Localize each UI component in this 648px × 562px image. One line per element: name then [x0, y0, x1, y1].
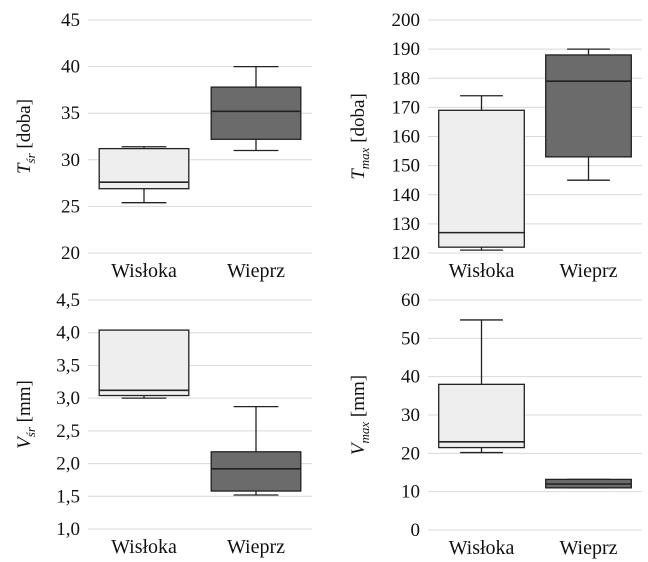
y-tick-label: 40 — [401, 367, 420, 388]
y-tick-label: 180 — [392, 68, 421, 89]
y-tick-label: 190 — [392, 39, 421, 60]
boxplot-panel-v-max: Vmax [mm] 0 10 20 30 40 50 60 Wisłoka Wieprz — [348, 290, 642, 559]
y-axis-label-symbol: V — [14, 435, 35, 449]
iqr-box — [210, 451, 302, 492]
y-tick-label: 3,0 — [56, 388, 80, 409]
y-tick-label: 2,0 — [56, 454, 80, 475]
iqr-box — [438, 109, 525, 248]
y-tick-label: 4,0 — [56, 323, 80, 344]
box-wis-oka — [98, 329, 190, 399]
boxplot-panel-t-sr: Tśr [doba] 20 25 30 35 40 45 Wisłoka Wieprz — [14, 10, 312, 282]
x-category-label: Wisłoka — [449, 260, 515, 282]
box-wis-oka — [98, 146, 190, 204]
box-wieprz — [210, 405, 302, 496]
y-tick-label: 35 — [61, 103, 80, 124]
y-axis-label-subscript: max — [357, 147, 372, 169]
y-axis-label-symbol: T — [348, 168, 369, 180]
x-category-label: Wisłoka — [111, 536, 177, 558]
y-tick-label: 200 — [392, 10, 421, 31]
box-wieprz — [210, 65, 302, 152]
iqr-box — [210, 86, 302, 140]
y-tick-label: 1,0 — [56, 519, 80, 540]
y-tick-label: 30 — [61, 150, 80, 171]
x-category-label: Wieprz — [227, 260, 285, 282]
x-category-label: Wieprz — [227, 536, 285, 558]
y-tick-label: 30 — [401, 405, 420, 426]
iqr-box — [98, 329, 190, 397]
y-tick-label: 20 — [61, 243, 80, 264]
y-axis-label-unit: [doba] — [14, 99, 35, 153]
box-wieprz — [545, 48, 632, 181]
y-tick-label: 160 — [392, 127, 421, 148]
y-tick-label: 140 — [392, 185, 421, 206]
y-tick-label: 10 — [401, 482, 420, 503]
y-axis-label-subscript: śr — [23, 152, 38, 163]
y-tick-label: 1,5 — [56, 486, 80, 507]
y-axis-label: Vśr [mm] — [14, 380, 38, 449]
x-category-label: Wisłoka — [111, 260, 177, 282]
y-tick-label: 130 — [392, 214, 421, 235]
box-wis-oka — [438, 95, 525, 251]
y-tick-label: 60 — [401, 290, 420, 311]
y-tick-label: 50 — [401, 328, 420, 349]
box-wis-oka — [438, 319, 525, 454]
y-tick-label: 25 — [61, 196, 80, 217]
y-axis-label-unit: [doba] — [348, 93, 369, 147]
y-axis-label: Tśr [doba] — [14, 99, 38, 174]
x-category-label: Wisłoka — [449, 537, 515, 559]
x-category-label: Wieprz — [559, 537, 617, 559]
y-axis-label-unit: [mm] — [14, 380, 35, 427]
y-tick-label: 3,5 — [56, 355, 80, 376]
y-tick-label: 170 — [392, 97, 421, 118]
y-tick-label: 20 — [401, 443, 420, 464]
y-tick-label: 2,5 — [56, 421, 80, 442]
y-axis-label-subscript: śr — [23, 426, 38, 437]
y-tick-label: 40 — [61, 57, 80, 78]
iqr-box — [438, 383, 525, 449]
x-category-label: Wieprz — [559, 260, 617, 282]
y-axis-label-unit: [mm] — [348, 375, 369, 422]
y-axis-label-symbol: V — [348, 441, 369, 455]
iqr-box — [545, 54, 632, 158]
y-tick-label: 150 — [392, 156, 421, 177]
y-axis-label-symbol: T — [14, 162, 35, 174]
y-tick-label: 0 — [411, 520, 421, 541]
y-axis-label-subscript: max — [357, 422, 372, 444]
y-tick-label: 120 — [392, 243, 421, 264]
y-axis-label: Tmax [doba] — [348, 93, 372, 180]
y-tick-label: 45 — [61, 10, 80, 31]
boxplot-panel-t-max: Tmax [doba] 120 130 140 150 160 170 180 190 200 W… — [348, 10, 642, 282]
boxplot-panel-v-sr: Vśr [mm] 1,0 1,5 2,0 2,5 3,0 3,5 4,0 4,5 Wisłoka… — [14, 290, 312, 558]
box-wieprz — [545, 478, 632, 489]
y-tick-label: 4,5 — [56, 290, 80, 311]
y-axis-label: Vmax [mm] — [348, 375, 372, 455]
